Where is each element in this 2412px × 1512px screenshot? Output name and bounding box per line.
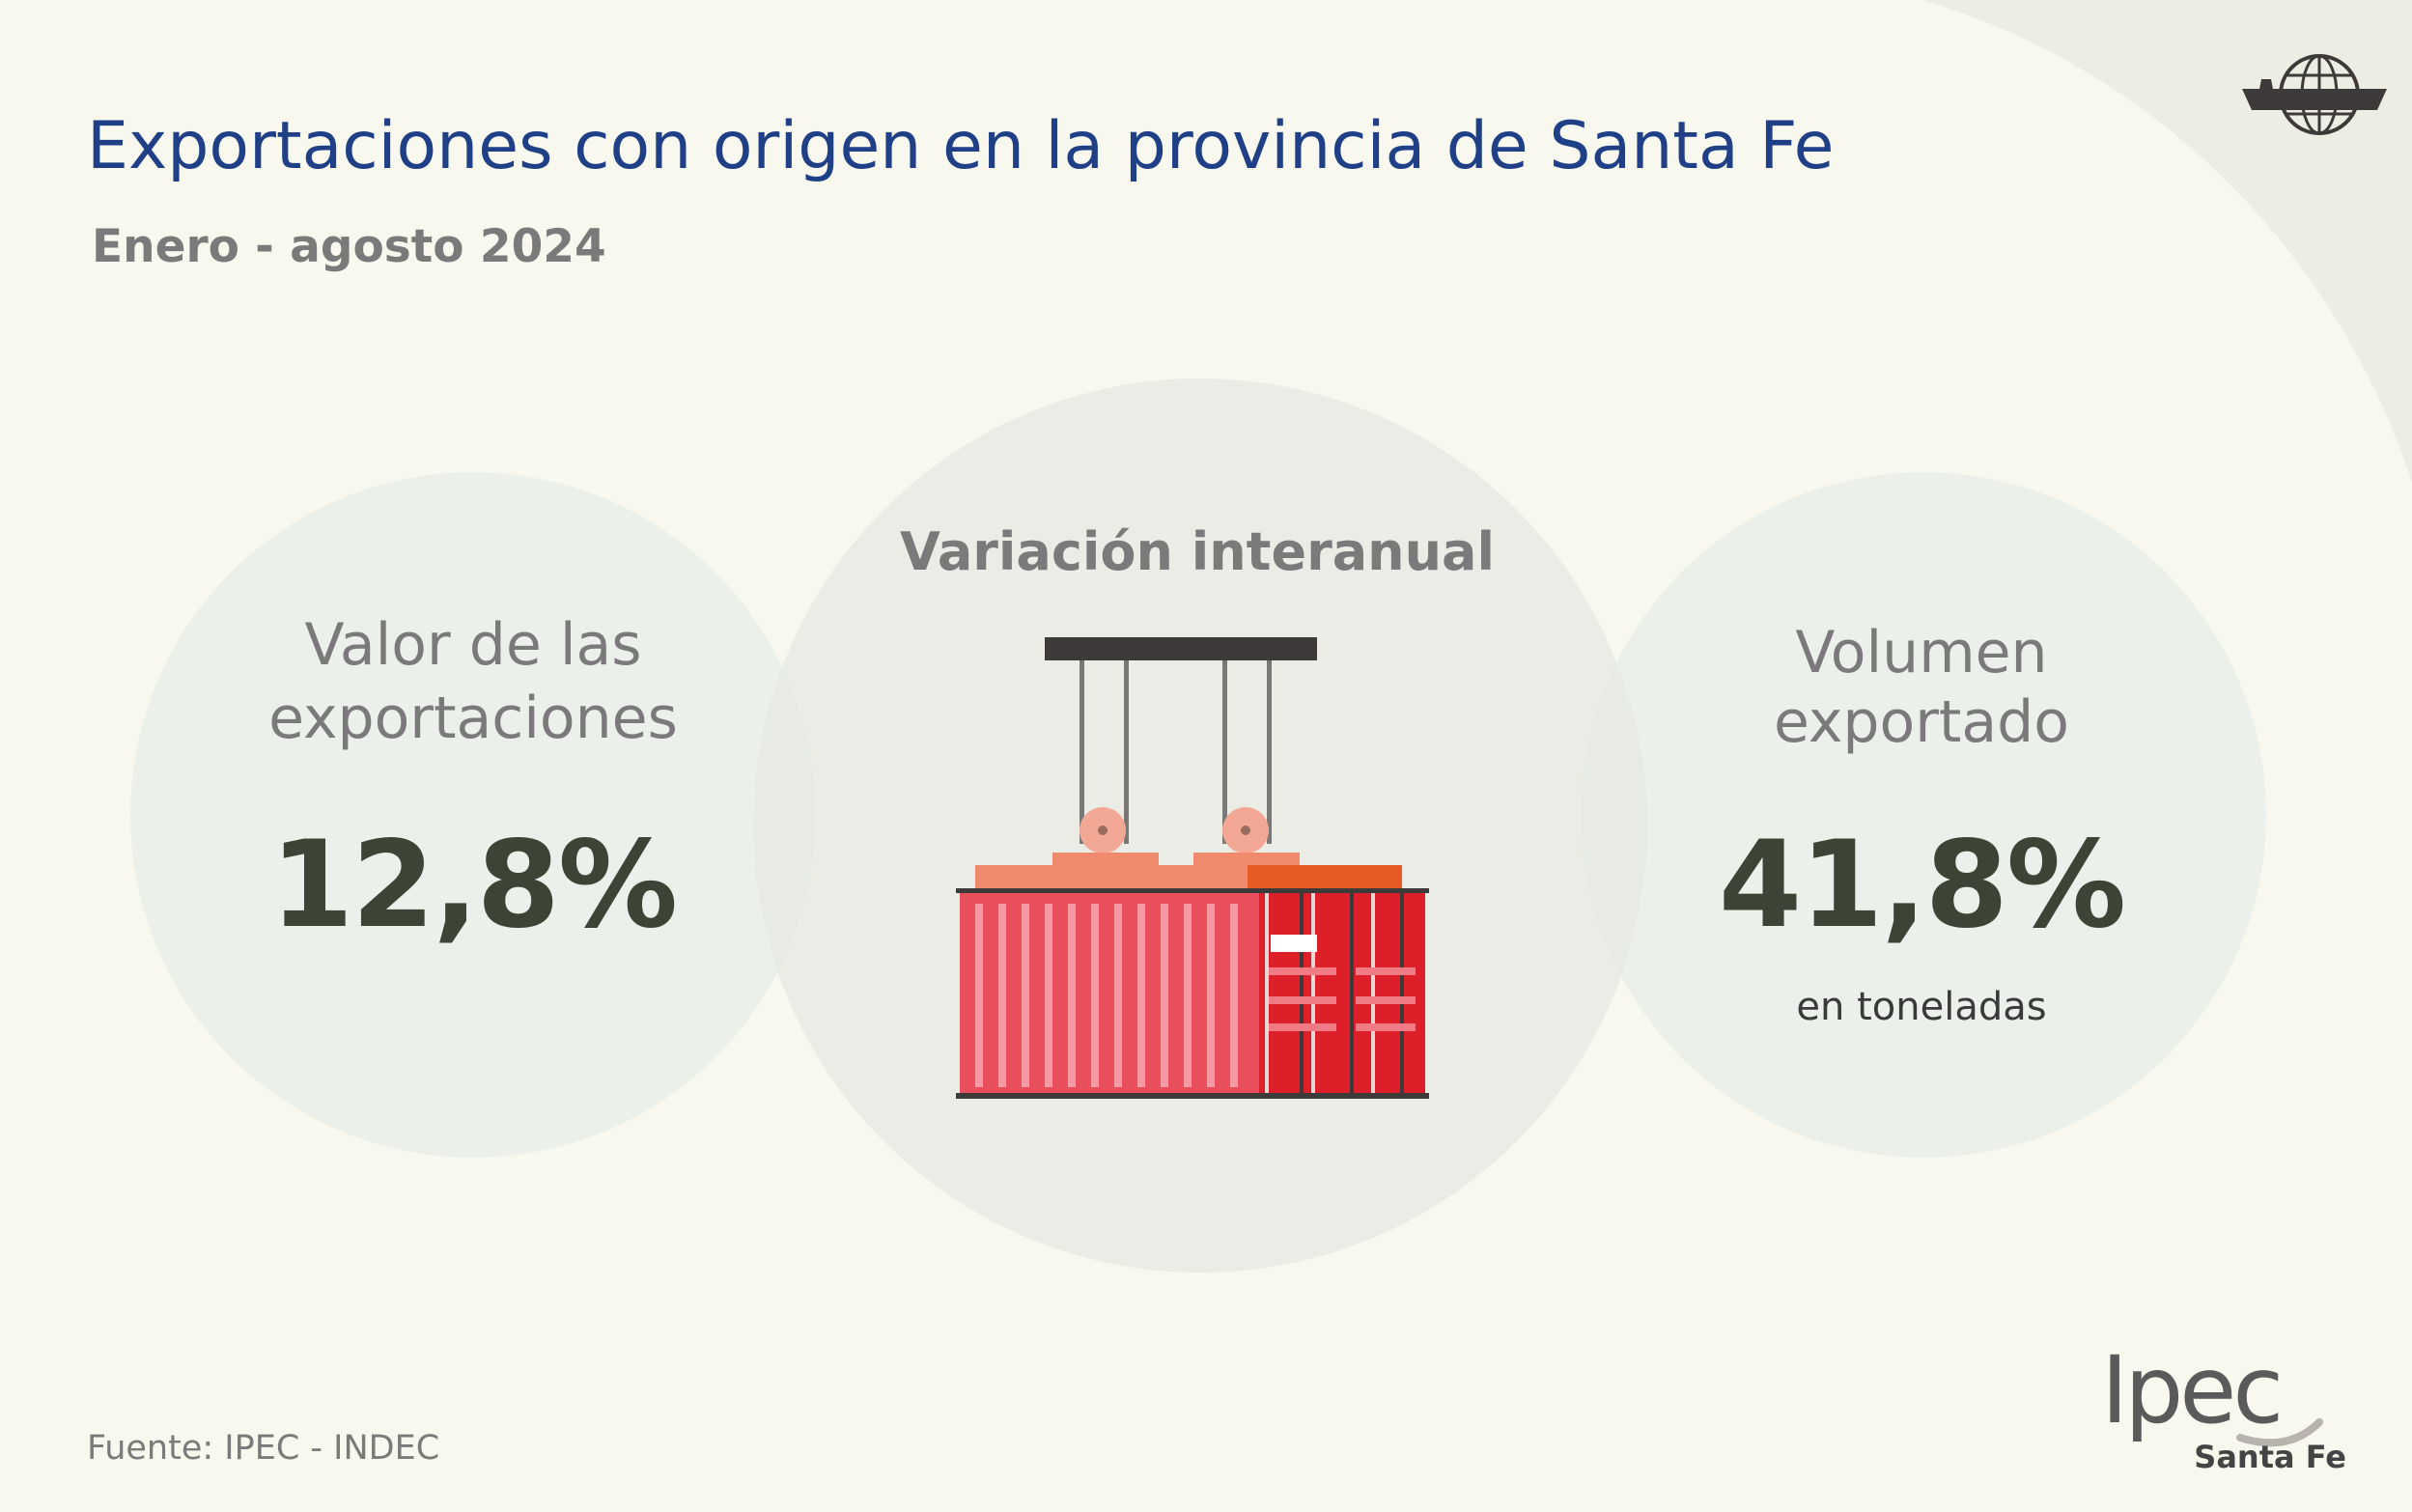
yoy-variation-label: Variación interanual <box>899 521 1496 582</box>
left-circle <box>130 472 816 1158</box>
ship-globe-icon <box>2242 54 2387 135</box>
export-value-label-line2: exportaciones <box>268 685 678 752</box>
page-title: Exportaciones con origen en la provincia… <box>87 108 1835 184</box>
logo-subtitle: Santa Fe <box>2194 1439 2346 1475</box>
export-volume-percent: 41,8% <box>1718 816 2126 955</box>
ipec-logo: Ipec <box>2101 1337 2323 1447</box>
export-value-percent: 12,8% <box>269 816 678 955</box>
svg-text:Ipec: Ipec <box>2101 1337 2280 1444</box>
export-value-label: Valor de las exportaciones <box>183 608 763 755</box>
export-volume-label-line2: exportado <box>1774 688 2069 756</box>
export-volume-unit: en toneladas <box>1796 985 2047 1029</box>
shipping-container-crane-icon <box>956 637 1429 1099</box>
export-volume-label-line1: Volumen <box>1795 619 2048 686</box>
right-circle <box>1581 472 2266 1158</box>
page-subtitle: Enero - agosto 2024 <box>92 220 606 273</box>
source-note: Fuente: IPEC - INDEC <box>87 1429 440 1468</box>
export-volume-label: Volumen exportado <box>1632 618 2211 757</box>
export-value-label-line1: Valor de las <box>304 611 642 679</box>
